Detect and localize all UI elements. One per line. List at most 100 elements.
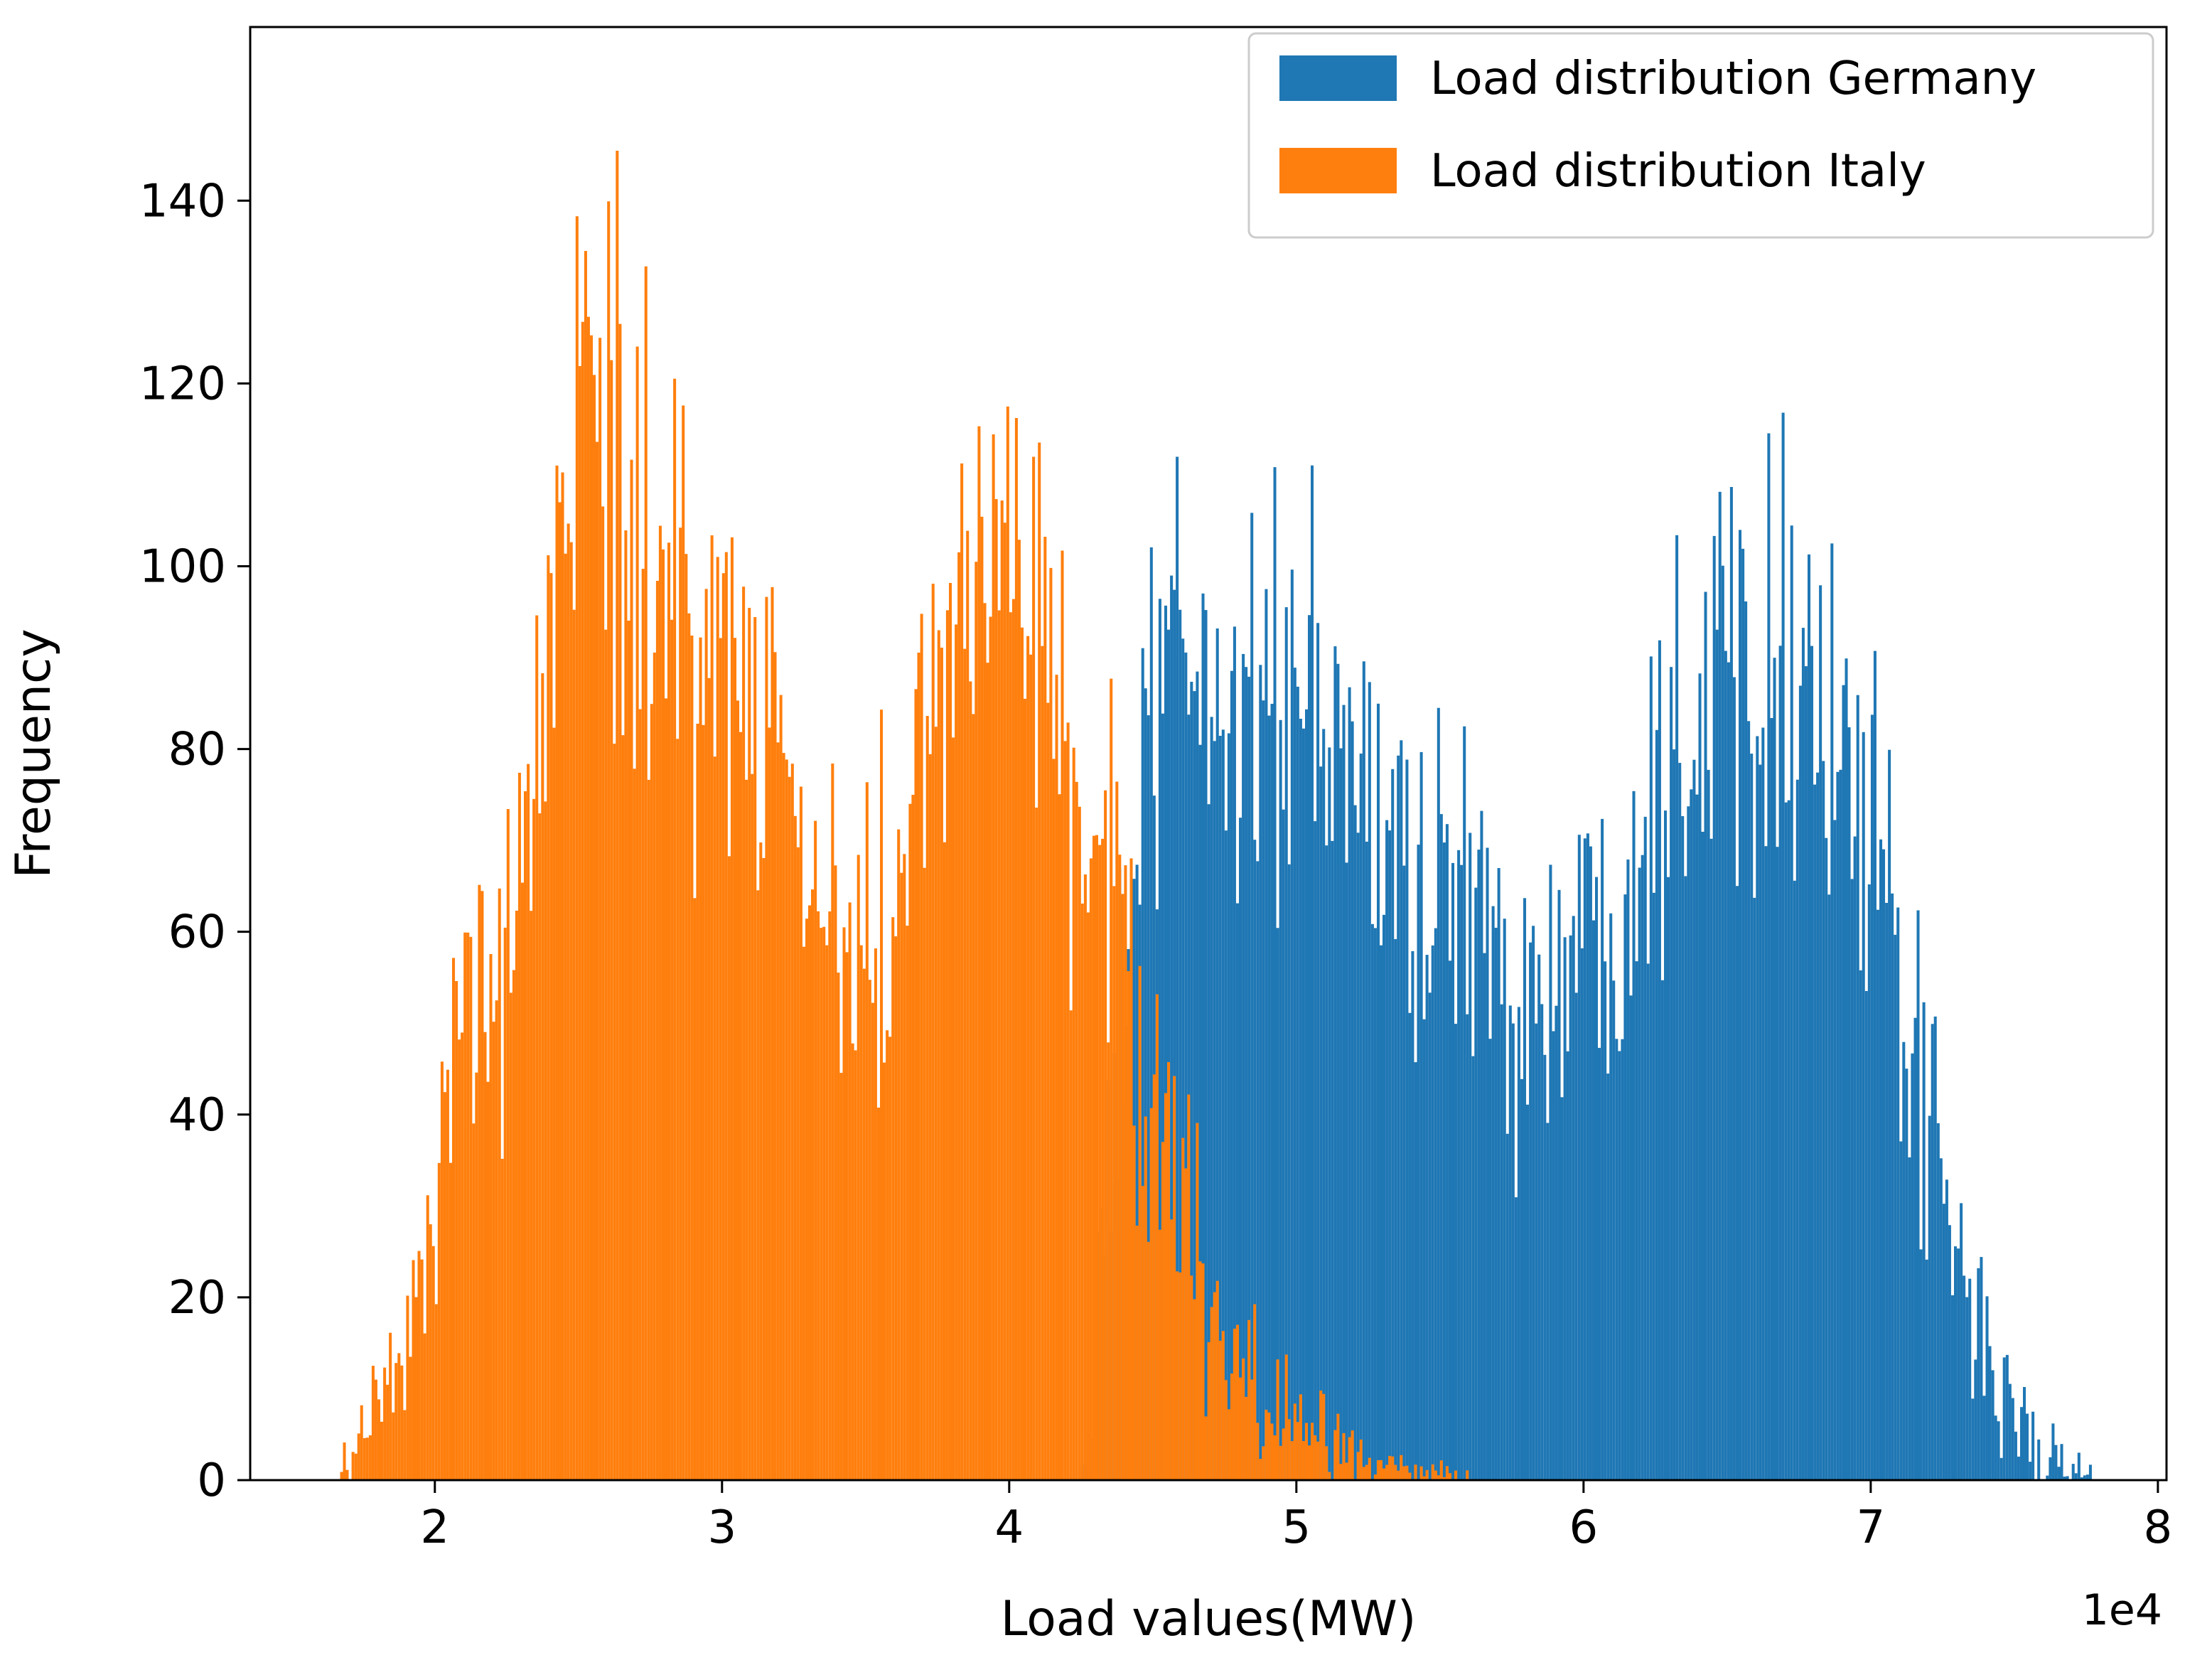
histogram-bar (1353, 805, 1357, 1480)
histogram-bar (1176, 456, 1179, 1480)
histogram-bar (1442, 1477, 1446, 1480)
histogram-bar (641, 569, 645, 1480)
y-tick-label: 60 (168, 906, 226, 959)
histogram-bar (857, 855, 860, 1480)
histogram-bar (1888, 749, 1891, 1480)
histogram-bar (340, 1472, 343, 1480)
histogram-bar (1574, 992, 1578, 1480)
histogram-bar (1351, 1430, 1354, 1480)
histogram-bar (1158, 1229, 1161, 1480)
histogram-bar (834, 865, 837, 1480)
histogram-bar (1377, 1460, 1380, 1480)
histogram-bar (1333, 1430, 1337, 1480)
histogram-bar (492, 1022, 495, 1480)
histogram-bar (1250, 513, 1254, 1480)
histogram-bar (1767, 433, 1771, 1480)
histogram-bar (590, 335, 594, 1481)
histogram-bar (2077, 1452, 2081, 1480)
histogram-bar (1431, 945, 1434, 1480)
histogram-bar (1021, 627, 1024, 1481)
histogram-bar (1382, 1468, 1386, 1480)
histogram-bar (1397, 1470, 1400, 1480)
histogram-bar (1259, 665, 1262, 1480)
histogram-bar (1190, 682, 1193, 1480)
histogram-bar (684, 554, 688, 1481)
histogram-bar (1328, 747, 1331, 1480)
histogram-bar (1532, 926, 1535, 1480)
histogram-bar (1322, 1393, 1326, 1480)
histogram-bar (1885, 903, 1889, 1480)
histogram-bar (845, 952, 849, 1480)
histogram-bar (604, 629, 608, 1481)
histogram-bar (1184, 1168, 1188, 1480)
histogram-bar (1690, 789, 1693, 1480)
legend-label-germany: Load distribution Germany (1430, 53, 2036, 105)
histogram-bar (1314, 821, 1317, 1480)
histogram-bar (687, 613, 691, 1480)
histogram-bar (667, 542, 671, 1480)
histogram-bar (986, 663, 989, 1481)
histogram-bar (389, 1332, 392, 1480)
histogram-bar (624, 530, 628, 1480)
histogram-bar (1000, 500, 1004, 1480)
histogram-bar (409, 1356, 412, 1480)
histogram-bar (1692, 759, 1696, 1480)
histogram-bar (1391, 1456, 1395, 1480)
histogram-bar (966, 530, 970, 1480)
histogram-bar (1365, 841, 1368, 1480)
histogram-bar (1673, 749, 1676, 1480)
histogram-bar (1500, 1004, 1503, 1480)
histogram-bar (963, 648, 967, 1480)
histogram-bar (837, 973, 840, 1480)
histogram-bar (2085, 1474, 2089, 1480)
histogram-bar (1621, 1039, 1624, 1480)
histogram-bar (2051, 1423, 2055, 1480)
histogram-bar (449, 1162, 453, 1480)
histogram-bar (1282, 809, 1285, 1480)
histogram-bar (1980, 1257, 1983, 1480)
histogram-bar (1721, 565, 1724, 1481)
histogram-bar (1449, 1473, 1452, 1480)
histogram-bar (1293, 1403, 1296, 1480)
histogram-bar (1684, 876, 1687, 1480)
histogram-bar (1107, 1042, 1110, 1480)
histogram-bar (796, 847, 800, 1480)
histogram-bar (719, 638, 722, 1480)
histogram-bar (486, 1081, 490, 1480)
histogram-bar (1095, 835, 1099, 1480)
histogram-bar (1213, 741, 1216, 1480)
histogram-bar (1612, 980, 1616, 1480)
histogram-bar (1204, 610, 1208, 1480)
histogram-bar (1086, 912, 1090, 1480)
histogram-bar (1230, 670, 1233, 1481)
histogram-bar (1356, 832, 1360, 1480)
histogram-bar (1118, 855, 1122, 1480)
histogram-bar (412, 1260, 415, 1480)
histogram-bar (538, 813, 542, 1480)
histogram-bar (431, 1246, 435, 1480)
histogram-bar (1658, 640, 1661, 1481)
histogram-bar (945, 610, 949, 1480)
histogram-bar (1138, 965, 1142, 1480)
histogram-bar (1879, 839, 1883, 1480)
histogram-bar (1276, 928, 1279, 1480)
histogram-bar (1221, 1331, 1225, 1480)
histogram-bar (1583, 838, 1586, 1480)
histogram-bar (1635, 961, 1638, 1480)
histogram-bar (1368, 682, 1371, 1480)
histogram-bar (1322, 729, 1326, 1480)
histogram-bar (1922, 1002, 1926, 1480)
histogram-bar (1454, 1024, 1458, 1480)
histogram-bar (1985, 1296, 1989, 1480)
histogram-bar (2049, 1457, 2052, 1480)
histogram-bar (1549, 864, 1552, 1480)
histogram-bar (345, 1469, 349, 1480)
histogram-bar (1569, 935, 1572, 1480)
histogram-bar (2046, 1475, 2049, 1480)
histogram-bar (1405, 759, 1409, 1480)
histogram-bar (1589, 846, 1592, 1480)
x-tick-label: 2 (420, 1501, 449, 1554)
histogram-bar (1566, 1051, 1569, 1480)
histogram-bar (1011, 599, 1015, 1480)
histogram-bar (793, 815, 797, 1480)
